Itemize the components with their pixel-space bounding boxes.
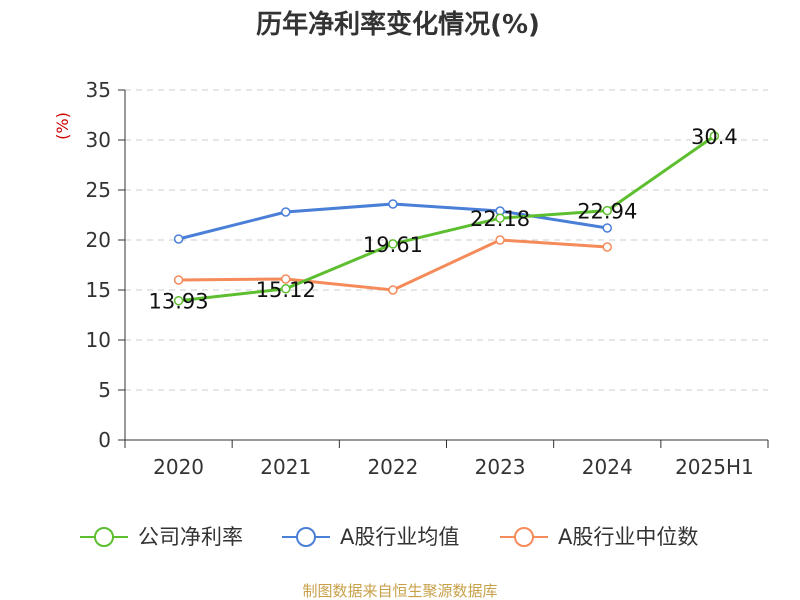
data-point (388, 239, 398, 249)
data-label: 19.61 (363, 233, 423, 257)
data-label: 30.4 (691, 125, 738, 149)
data-point (495, 235, 505, 245)
legend-marker (94, 527, 114, 547)
data-point (173, 234, 184, 244)
legend-marker (296, 527, 316, 547)
data-point (602, 223, 612, 233)
data-point (281, 207, 291, 217)
axis-layer: 0 5 10 15 20 25 30 35 2020 2021 2022 2023 2024 2025H1 (86, 78, 769, 479)
source-note: 制图数据来自恒生聚源数据库 (302, 582, 497, 600)
legend-label: 公司净利率 (138, 525, 243, 549)
data-point (173, 295, 184, 306)
x-tick-label: 2023 (475, 455, 526, 479)
y-tick-label: 20 (86, 228, 111, 252)
y-tick-label: 30 (86, 128, 111, 152)
y-tick-label: 5 (98, 378, 111, 402)
chart-title: 历年净利率变化情况(%) (256, 9, 540, 40)
data-label-layer: 13.93 15.12 19.61 22.18 22.94 30.4 (149, 125, 738, 314)
data-point (281, 284, 291, 294)
x-tick-label: 2025H1 (675, 455, 754, 479)
y-tick-label: 35 (86, 78, 111, 102)
legend-marker (514, 527, 534, 547)
data-point (388, 285, 398, 295)
data-label: 22.94 (577, 200, 637, 224)
x-tick-label: 2021 (260, 455, 311, 479)
x-tick-label: 2020 (153, 455, 204, 479)
y-tick-label: 25 (86, 178, 111, 202)
series-layer (173, 131, 720, 306)
grid-layer (125, 89, 768, 391)
data-point (602, 205, 612, 216)
y-axis-unit: (%) (53, 112, 72, 140)
x-tick-label: 2022 (367, 455, 418, 479)
data-point (495, 213, 505, 223)
data-point (281, 274, 291, 284)
legend: 公司净利率 A股行业均值 A股行业中位数 (80, 525, 698, 549)
legend-label: A股行业中位数 (558, 525, 698, 549)
data-label: 13.93 (149, 290, 209, 314)
x-tick-label: 2024 (582, 455, 633, 479)
data-label: 22.18 (470, 207, 530, 231)
series-line (178, 134, 716, 303)
y-tick-label: 0 (98, 428, 111, 452)
data-point (709, 131, 720, 141)
data-point (602, 242, 612, 252)
y-tick-label: 15 (86, 278, 111, 302)
legend-label: A股行业均值 (340, 525, 459, 549)
data-point (173, 275, 184, 285)
data-point (388, 199, 398, 209)
data-label: 15.12 (256, 278, 316, 302)
y-tick-label: 10 (86, 328, 111, 352)
